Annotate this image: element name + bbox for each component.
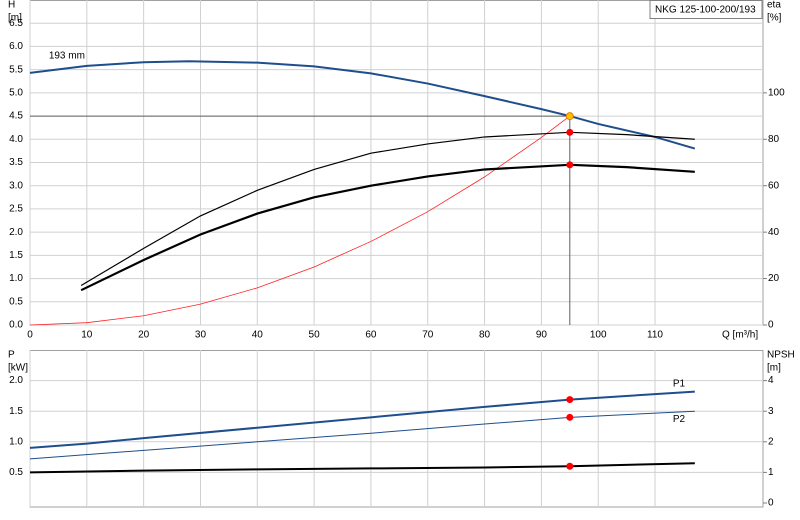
x-tick-label: 50 [309, 330, 321, 341]
y2-tick-label: 40 [768, 227, 780, 238]
x-tick-label: 0 [27, 330, 33, 341]
y2-axis-label: eta [767, 0, 781, 11]
duty-marker [566, 128, 574, 136]
x-axis-label: Q [m³/h] [722, 330, 758, 341]
duty-marker [566, 396, 574, 404]
y2-tick-label: 80 [768, 134, 780, 145]
y2-tick-label: 0 [768, 320, 774, 331]
y-tick-label: 1.0 [9, 273, 23, 284]
y-tick-label: 5.5 [9, 64, 23, 75]
x-tick-label: 100 [590, 330, 607, 341]
y2-tick-label: 4 [768, 375, 774, 386]
y2-tick-label: 60 [768, 180, 780, 191]
y2-tick-label: 0 [768, 498, 774, 509]
x-tick-label: 20 [138, 330, 150, 341]
x-tick-label: 70 [422, 330, 434, 341]
series-label: P1 [673, 378, 686, 389]
series-line [29, 115, 571, 326]
y-tick-label: 2.5 [9, 204, 23, 215]
series-line [29, 60, 696, 150]
y-tick-label: 3.0 [9, 180, 23, 191]
y-tick-label: 4.0 [9, 134, 23, 145]
y-tick-label: 3.5 [9, 157, 23, 168]
x-tick-label: 60 [365, 330, 377, 341]
y-tick-label: 1.5 [9, 406, 23, 417]
series-line [80, 131, 695, 287]
y2-tick-label: 100 [768, 87, 785, 98]
y-axis-label: H [8, 0, 15, 11]
y-axis-unit: [m] [8, 13, 22, 24]
x-tick-label: 90 [536, 330, 548, 341]
duty-marker [566, 462, 574, 470]
y2-axis-label: NPSH [767, 350, 795, 361]
y-tick-label: 2.0 [9, 227, 23, 238]
y-tick-label: 0.0 [9, 320, 23, 331]
duty-point [565, 112, 574, 121]
y-tick-label: 2.0 [9, 375, 23, 386]
x-tick-label: 10 [81, 330, 93, 341]
series-line [29, 390, 695, 449]
duty-marker [566, 413, 574, 421]
y2-axis-unit: [%] [767, 13, 782, 24]
y2-tick-label: 2 [768, 436, 774, 447]
x-tick-label: 30 [195, 330, 207, 341]
y-tick-label: 0.5 [9, 467, 23, 478]
y-tick-label: 4.5 [9, 111, 23, 122]
chart-title: NKG 125-100-200/193 [655, 5, 756, 16]
x-tick-label: 40 [252, 330, 264, 341]
x-tick-label: 110 [647, 330, 663, 341]
y-tick-label: 1.5 [9, 250, 23, 261]
y-tick-label: 6.0 [9, 41, 23, 52]
y-axis-unit: [kW] [8, 363, 28, 374]
y2-tick-label: 1 [768, 467, 774, 478]
y2-tick-label: 3 [768, 406, 774, 417]
duty-marker [566, 161, 574, 169]
y2-axis-unit: [m] [767, 363, 781, 374]
y-tick-label: 5.0 [9, 87, 23, 98]
y-tick-label: 6.5 [9, 18, 23, 29]
title-box [649, 0, 763, 19]
y2-tick-label: 20 [768, 273, 780, 284]
x-tick-label: 80 [479, 330, 491, 341]
y-tick-label: 1.0 [9, 436, 23, 447]
series-line [80, 163, 695, 292]
series-label: 193 mm [49, 51, 85, 62]
y-tick-label: 0.5 [9, 296, 23, 307]
series-label: P2 [673, 414, 686, 425]
y-axis-label: P [8, 350, 15, 361]
